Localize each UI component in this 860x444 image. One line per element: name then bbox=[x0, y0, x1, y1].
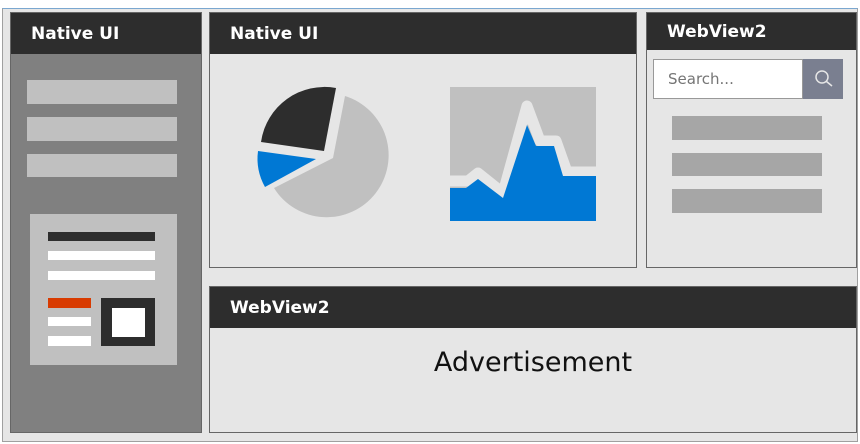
left-panel-title: Native UI bbox=[31, 23, 120, 44]
bottom-panel-header: WebView2 bbox=[210, 287, 856, 328]
result-item[interactable] bbox=[672, 189, 822, 213]
area-chart-line bbox=[450, 100, 596, 199]
doc-image-icon bbox=[101, 298, 155, 346]
search-icon bbox=[815, 70, 833, 87]
nav-item[interactable] bbox=[27, 154, 177, 177]
center-native-panel: Native UI bbox=[209, 12, 637, 268]
search-input[interactable] bbox=[653, 59, 803, 99]
pie-slice-blue bbox=[257, 151, 316, 187]
dashboard-graphics bbox=[257, 86, 596, 221]
right-panel-title: WebView2 bbox=[667, 21, 767, 42]
document-card bbox=[30, 214, 177, 365]
nav-item[interactable] bbox=[27, 80, 177, 104]
area-chart-fill bbox=[450, 125, 596, 221]
search-button[interactable] bbox=[803, 59, 843, 99]
doc-text-line bbox=[48, 317, 91, 326]
right-panel-header: WebView2 bbox=[647, 13, 856, 50]
left-native-panel: Native UI bbox=[10, 12, 202, 433]
doc-accent-line bbox=[48, 298, 91, 308]
center-panel-header: Native UI bbox=[210, 13, 636, 54]
advertisement-text[interactable]: Advertisement bbox=[433, 347, 633, 378]
right-webview-panel: WebView2 bbox=[646, 12, 857, 268]
bottom-webview-panel: WebView2 Advertisement bbox=[209, 286, 857, 433]
bottom-panel-title: WebView2 bbox=[230, 297, 330, 318]
pie-slice-dark bbox=[261, 86, 336, 151]
center-panel-title: Native UI bbox=[230, 23, 319, 44]
left-panel-header: Native UI bbox=[11, 13, 201, 54]
doc-text-line bbox=[48, 251, 155, 260]
nav-item[interactable] bbox=[27, 117, 177, 141]
doc-text-line bbox=[48, 336, 91, 346]
result-item[interactable] bbox=[672, 116, 822, 140]
result-item[interactable] bbox=[672, 153, 822, 176]
doc-text-line bbox=[48, 271, 155, 280]
pie-slice-large bbox=[274, 96, 389, 218]
doc-heading-line bbox=[48, 232, 155, 241]
